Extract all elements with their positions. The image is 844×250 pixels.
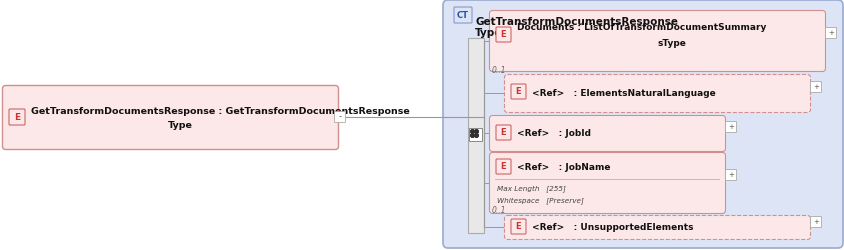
- Text: Type: Type: [167, 120, 192, 130]
- FancyBboxPatch shape: [725, 122, 736, 132]
- Text: E: E: [500, 128, 506, 137]
- FancyBboxPatch shape: [489, 10, 824, 71]
- FancyBboxPatch shape: [495, 125, 511, 140]
- Text: <Ref>   : UnsupportedElements: <Ref> : UnsupportedElements: [532, 222, 693, 232]
- Text: GetTransformDocumentsResponse: GetTransformDocumentsResponse: [474, 17, 677, 27]
- Text: Max Length   [255]: Max Length [255]: [496, 185, 565, 192]
- FancyBboxPatch shape: [503, 74, 809, 112]
- FancyBboxPatch shape: [9, 109, 25, 125]
- FancyBboxPatch shape: [453, 7, 472, 23]
- Text: +: +: [812, 219, 818, 225]
- FancyBboxPatch shape: [495, 27, 511, 42]
- Text: +: +: [728, 124, 733, 130]
- Bar: [468, 38, 484, 233]
- FancyBboxPatch shape: [334, 112, 345, 122]
- FancyBboxPatch shape: [511, 219, 525, 234]
- FancyBboxPatch shape: [825, 28, 836, 38]
- FancyBboxPatch shape: [809, 216, 820, 228]
- Text: sType: sType: [657, 38, 685, 48]
- Text: E: E: [500, 162, 506, 171]
- Text: <Ref>   : JobId: <Ref> : JobId: [517, 128, 590, 138]
- Text: 0..1: 0..1: [491, 66, 506, 75]
- FancyBboxPatch shape: [489, 152, 724, 213]
- Text: Documents : ListOfTransformDocumentSummary: Documents : ListOfTransformDocumentSumma…: [517, 24, 766, 32]
- Text: E: E: [500, 30, 506, 39]
- Text: +: +: [812, 84, 818, 90]
- Text: CT: CT: [457, 10, 468, 20]
- Text: +: +: [827, 30, 833, 36]
- Text: Whitespace   [Preserve]: Whitespace [Preserve]: [496, 197, 583, 204]
- FancyBboxPatch shape: [489, 115, 724, 151]
- Text: Type: Type: [474, 28, 502, 38]
- FancyBboxPatch shape: [442, 0, 842, 248]
- Text: <Ref>   : JobName: <Ref> : JobName: [517, 164, 609, 172]
- Text: E: E: [14, 112, 20, 122]
- FancyBboxPatch shape: [809, 82, 820, 92]
- FancyBboxPatch shape: [725, 170, 736, 180]
- FancyBboxPatch shape: [2, 85, 338, 149]
- Text: -: -: [338, 112, 341, 122]
- FancyBboxPatch shape: [503, 215, 809, 239]
- Text: 0..1: 0..1: [491, 206, 506, 215]
- Text: E: E: [515, 87, 521, 96]
- Text: E: E: [515, 222, 521, 231]
- Text: +: +: [728, 172, 733, 178]
- FancyBboxPatch shape: [495, 159, 511, 174]
- FancyBboxPatch shape: [511, 84, 525, 99]
- Bar: [468, 128, 481, 141]
- Text: GetTransformDocumentsResponse : GetTransformDocumentsResponse: GetTransformDocumentsResponse : GetTrans…: [31, 106, 409, 116]
- Text: <Ref>   : ElementsNaturalLanguage: <Ref> : ElementsNaturalLanguage: [532, 88, 715, 98]
